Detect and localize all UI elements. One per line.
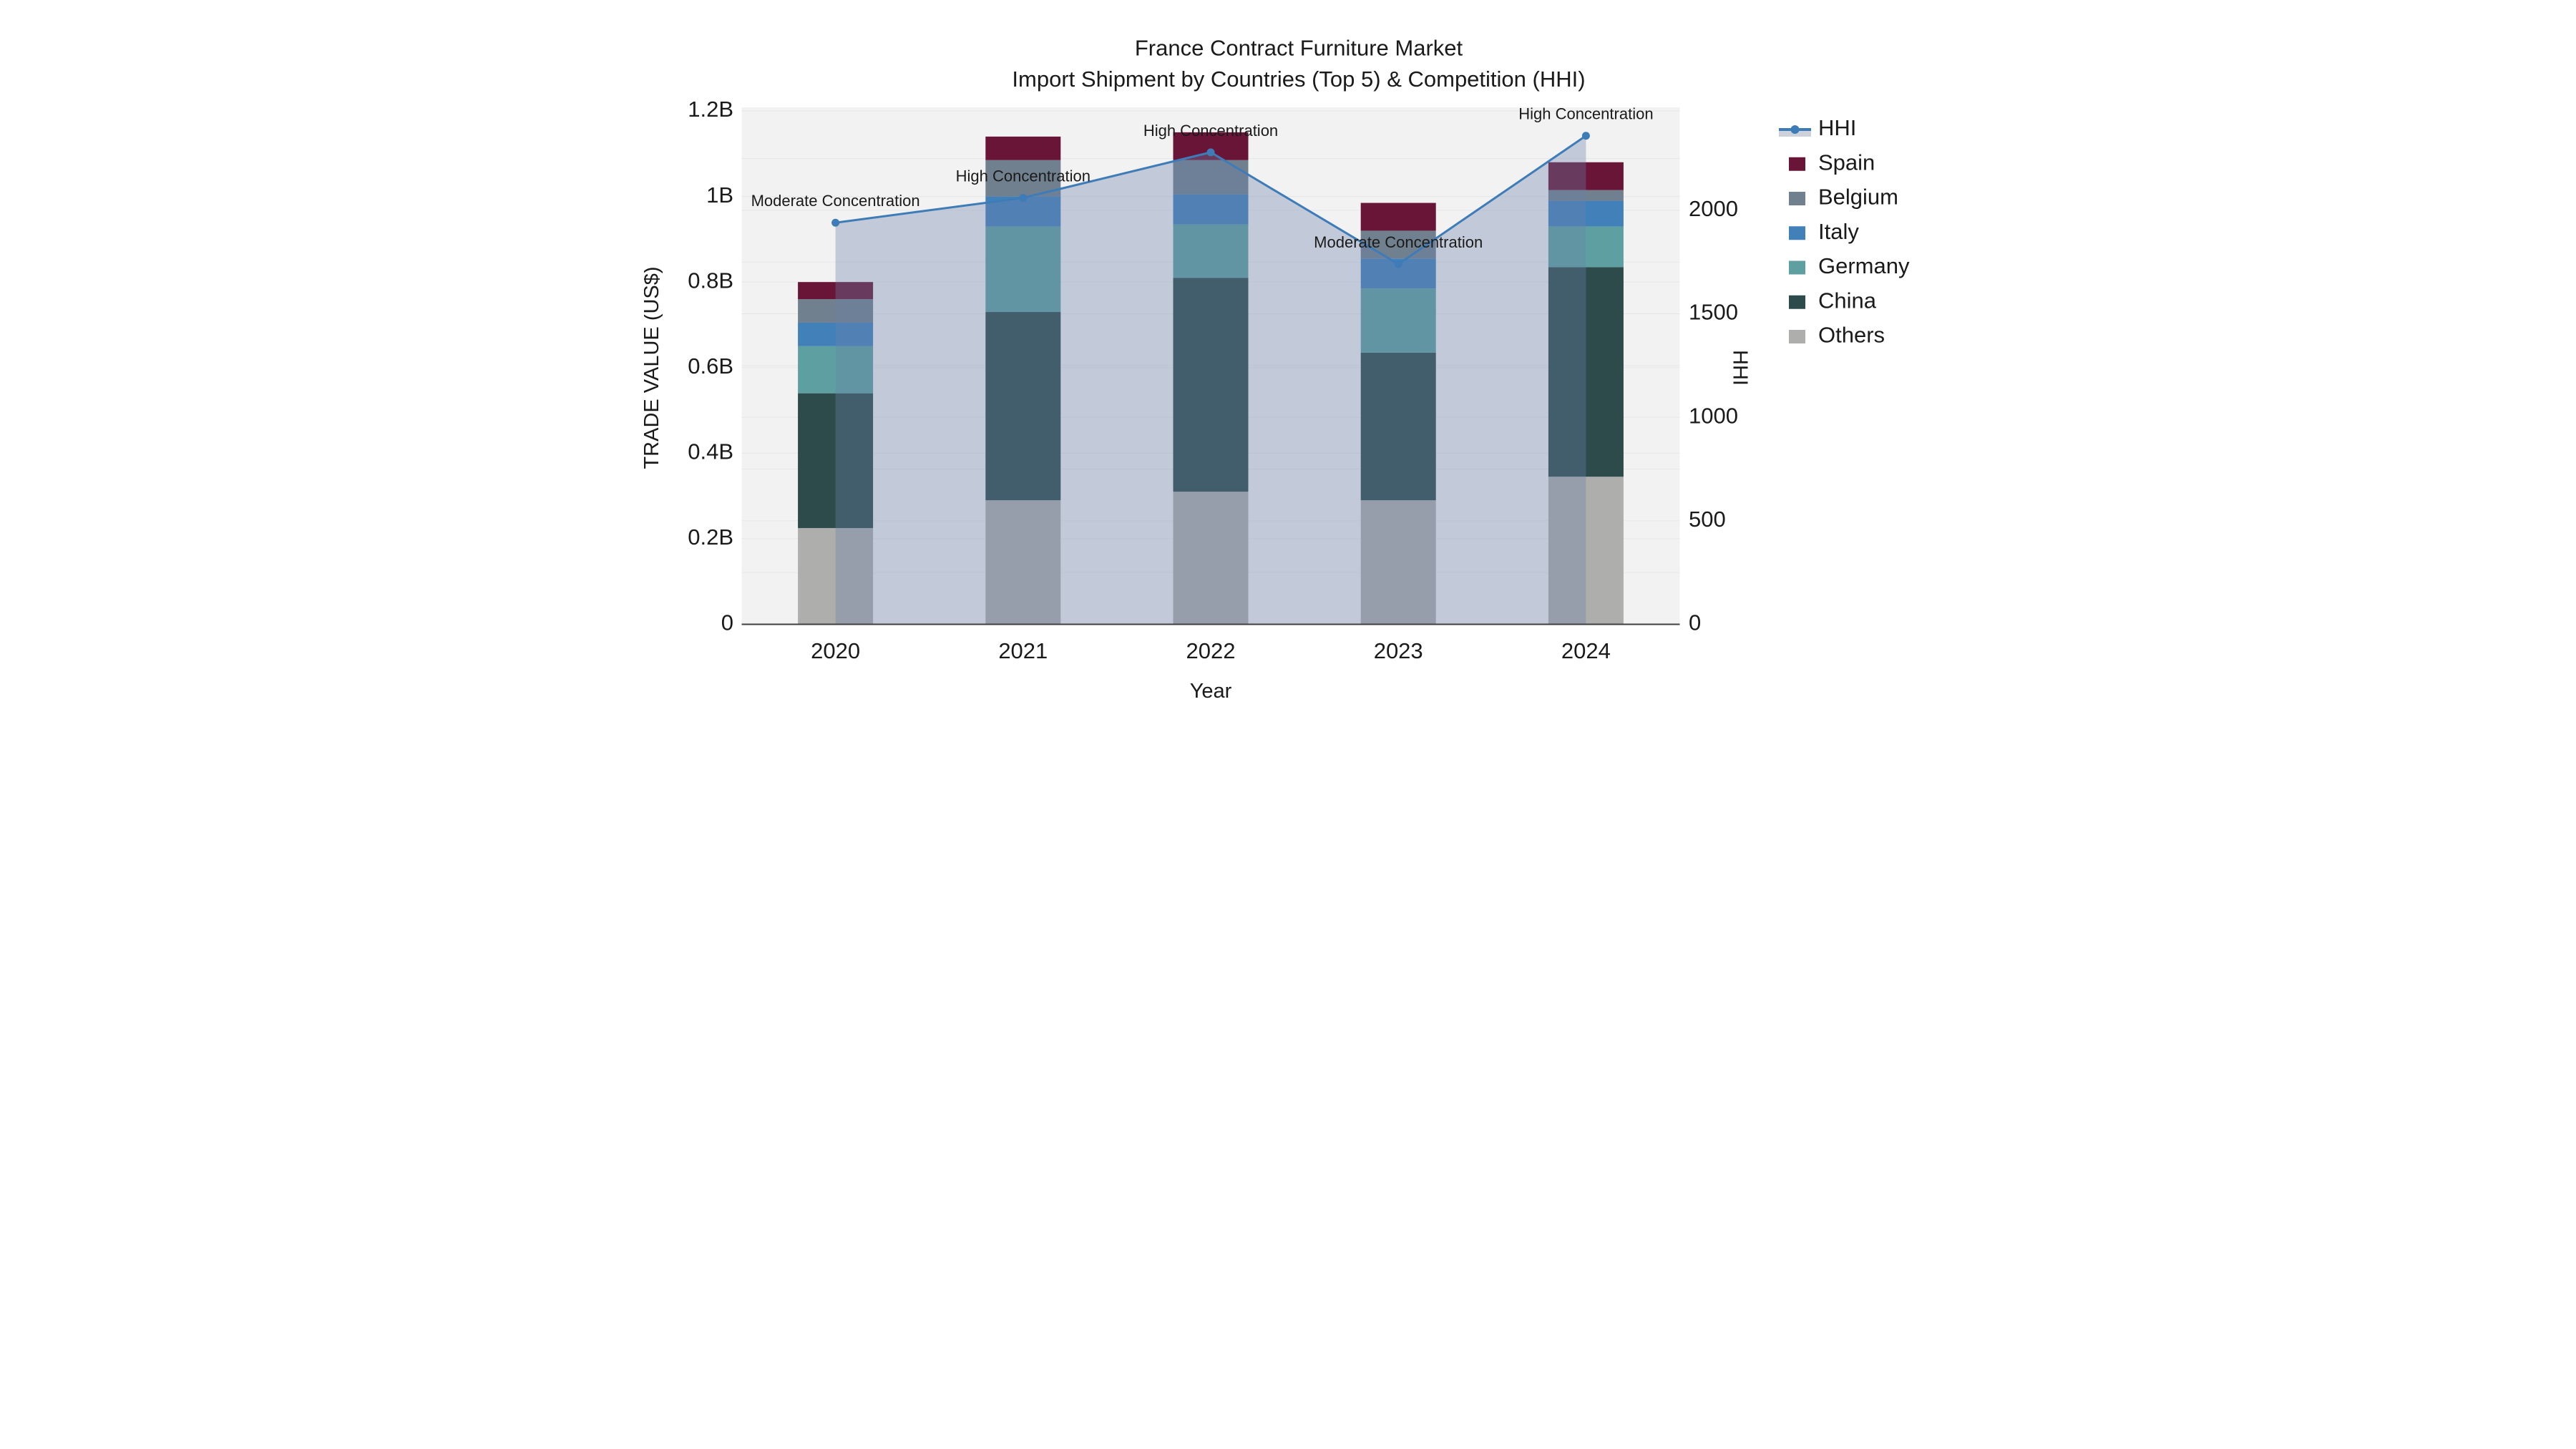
bar-segment-italy-2022 — [1173, 194, 1249, 225]
hhi-tick-label: 500 — [1689, 507, 1726, 532]
x-tick-label-2024: 2024 — [1561, 638, 1611, 663]
chart-title-line1: France Contract Furniture Market — [1135, 36, 1463, 61]
x-tick-label-2021: 2021 — [998, 638, 1048, 663]
annotation-2020: Moderate Concentration — [751, 192, 920, 210]
chart-title-line2: Import Shipment by Countries (Top 5) & C… — [1012, 67, 1585, 92]
annotation-2024: High Concentration — [1518, 105, 1653, 123]
annotation-2022: High Concentration — [1143, 122, 1278, 140]
x-tick-label-2022: 2022 — [1186, 638, 1236, 663]
hhi-area-fill — [835, 135, 1586, 625]
bar-group-2022 — [1173, 132, 1249, 625]
axes: 0 0.2B 0.4B 0.6B 0.8B 1B 1.2B 0 500 1000 1500 2000 2… — [688, 97, 1738, 663]
legend-swatch-germany — [1789, 260, 1805, 275]
bar-segment-italy-2024 — [1548, 200, 1624, 227]
legend-label-others: Others — [1818, 323, 1885, 348]
legend-item-others: Others — [1789, 323, 1885, 348]
bar-group-2023 — [1360, 203, 1436, 625]
bar-segment-belgium-2024 — [1548, 190, 1624, 201]
legend-item-hhi: HHI — [1779, 115, 1856, 140]
bar-segment-belgium-2021 — [985, 160, 1061, 197]
combo-chart: Moderate Concentration High Concentration… — [644, 36, 1910, 703]
stacked-bars — [798, 132, 1624, 625]
trade-tick-label: 1.2B — [688, 97, 733, 122]
hhi-marker-2021 — [1019, 194, 1028, 203]
trade-tick-label: 0 — [721, 610, 733, 635]
bar-segment-china-2020 — [798, 393, 874, 528]
trade-tick-label: 1B — [706, 182, 733, 208]
legend-item-germany: Germany — [1789, 253, 1910, 278]
hhi-marker-2020 — [831, 218, 840, 227]
bar-segment-others-2023 — [1360, 500, 1436, 625]
legend-item-italy: Italy — [1789, 219, 1859, 244]
legend-swatch-spain — [1789, 157, 1805, 171]
trade-tick-label: 0.2B — [688, 525, 733, 550]
x-tick-label-2020: 2020 — [811, 638, 860, 663]
bar-segment-germany-2024 — [1548, 226, 1624, 268]
legend-item-china: China — [1789, 288, 1877, 313]
legend-hhi-marker — [1790, 125, 1800, 134]
legend-label-belgium: Belgium — [1818, 185, 1898, 210]
legend-label-italy: Italy — [1818, 219, 1859, 244]
legend-label-hhi: HHI — [1818, 115, 1856, 140]
bar-segment-germany-2022 — [1173, 224, 1249, 278]
bar-group-2020 — [798, 282, 874, 625]
bar-segment-others-2021 — [985, 500, 1061, 625]
legend-label-spain: Spain — [1818, 150, 1875, 175]
hhi-marker-2024 — [1581, 132, 1590, 140]
bar-segment-spain-2023 — [1360, 203, 1436, 231]
legend-item-spain: Spain — [1789, 150, 1875, 175]
y-axis-title-trade: TRADE VALUE (US$) — [644, 266, 663, 469]
y-axis-title-hhi: HHI — [1729, 350, 1752, 386]
legend-label-china: China — [1818, 288, 1877, 313]
hhi-tick-label: 0 — [1689, 610, 1701, 635]
bar-segment-germany-2021 — [985, 226, 1061, 313]
x-axis-title: Year — [1190, 680, 1232, 703]
hhi-area-polygon — [835, 135, 1586, 625]
bar-segment-spain-2020 — [798, 282, 874, 300]
concentration-annotations: Moderate Concentration High Concentration… — [751, 105, 1654, 251]
hhi-tick-label: 2000 — [1689, 196, 1738, 221]
legend: HHI Spain Belgium Italy Germany China Others — [1779, 115, 1910, 348]
trade-tick-label: 0.6B — [688, 353, 733, 379]
bar-segment-others-2024 — [1548, 477, 1624, 625]
bar-segment-spain-2021 — [985, 136, 1061, 160]
bar-segment-italy-2020 — [798, 322, 874, 346]
hhi-line — [831, 132, 1590, 268]
x-tick-label-2023: 2023 — [1374, 638, 1423, 663]
hhi-marker-2023 — [1394, 260, 1402, 268]
bar-segment-spain-2024 — [1548, 162, 1624, 190]
annotation-2021: High Concentration — [956, 167, 1091, 185]
legend-swatch-others — [1789, 330, 1805, 343]
hhi-marker-2022 — [1206, 148, 1215, 157]
annotation-2023: Moderate Concentration — [1314, 233, 1483, 251]
trade-tick-label: 0.4B — [688, 439, 733, 464]
bar-segment-germany-2020 — [798, 346, 874, 394]
bar-segment-others-2022 — [1173, 492, 1249, 625]
bar-segment-china-2023 — [1360, 352, 1436, 501]
hhi-tick-label: 1500 — [1689, 300, 1738, 325]
legend-swatch-china — [1789, 295, 1805, 309]
bar-segment-others-2020 — [798, 527, 874, 625]
bar-group-2024 — [1548, 162, 1624, 625]
legend-item-belgium: Belgium — [1789, 185, 1898, 210]
bar-segment-china-2021 — [985, 312, 1061, 501]
bar-segment-china-2022 — [1173, 278, 1249, 492]
legend-swatch-italy — [1789, 226, 1805, 240]
trade-tick-label: 0.8B — [688, 268, 733, 293]
legend-label-germany: Germany — [1818, 253, 1910, 278]
bar-segment-china-2024 — [1548, 267, 1624, 477]
bar-segment-germany-2023 — [1360, 288, 1436, 353]
bar-segment-belgium-2022 — [1173, 160, 1249, 195]
bar-segment-belgium-2023 — [1360, 230, 1436, 259]
bar-segment-belgium-2020 — [798, 299, 874, 323]
figure: Moderate Concentration High Concentration… — [644, 0, 1932, 725]
legend-swatch-belgium — [1789, 192, 1805, 205]
hhi-tick-label: 1000 — [1689, 403, 1738, 428]
